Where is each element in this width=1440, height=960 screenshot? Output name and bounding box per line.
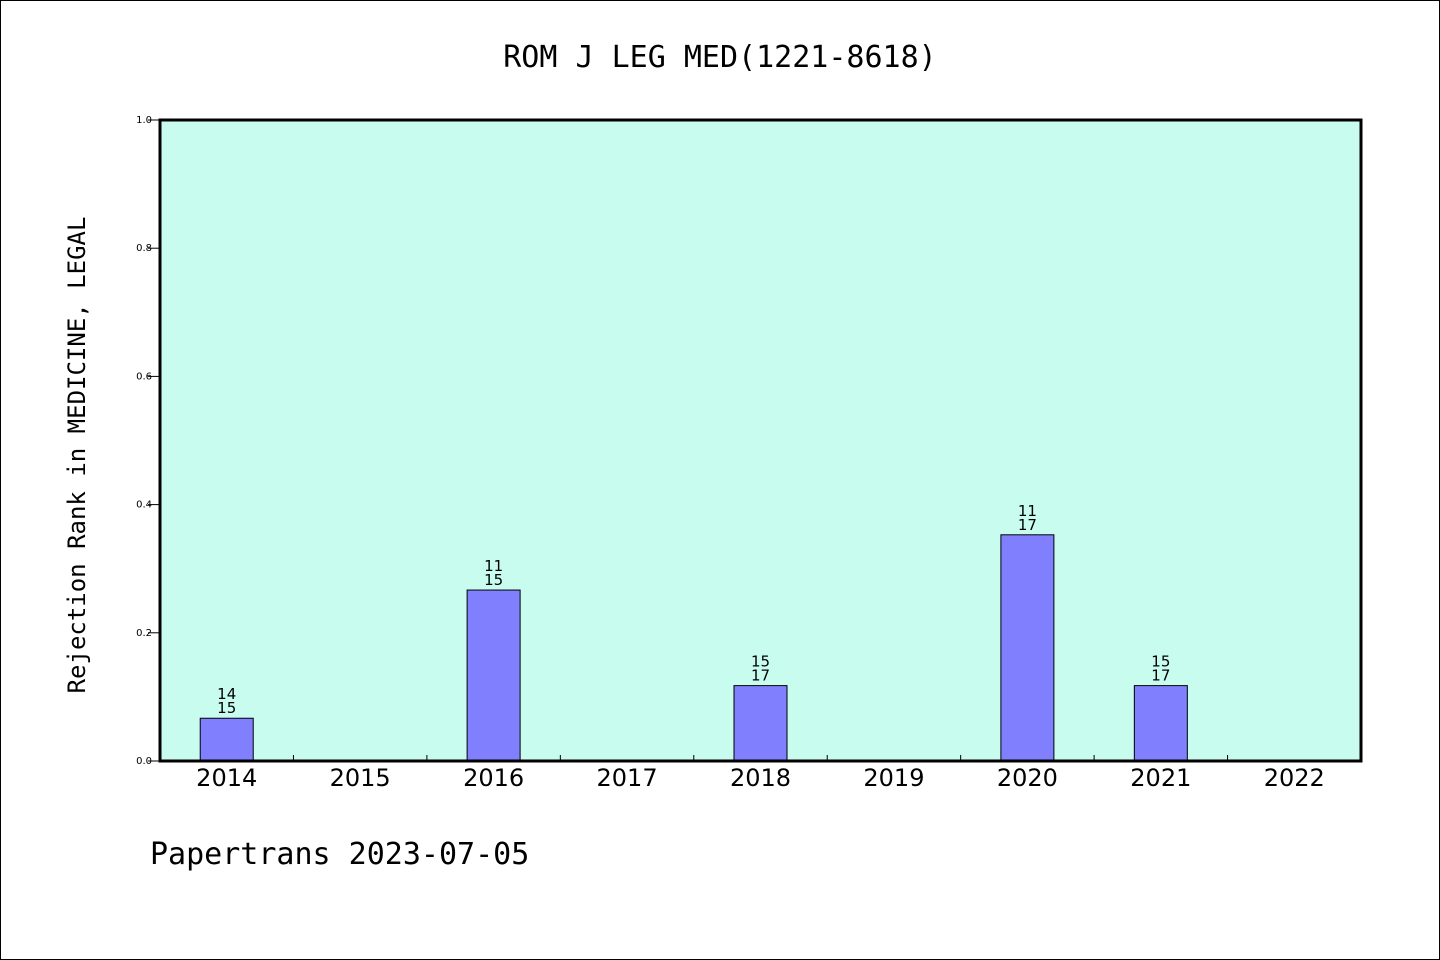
bar-data-label: 17 — [751, 667, 770, 685]
x-tick-label: 2022 — [1264, 764, 1325, 792]
bar-data-label: 17 — [1151, 667, 1170, 685]
bar-data-label: 15 — [1151, 653, 1170, 671]
y-tick-label: 0.8 — [136, 243, 152, 254]
x-tick-label: 2021 — [1130, 764, 1191, 792]
bar-data-label: 15 — [484, 571, 503, 589]
y-tick-label: 0.6 — [136, 371, 152, 382]
bar — [1133, 685, 1188, 762]
bar — [466, 589, 521, 762]
bar-data-label: 11 — [1018, 502, 1037, 520]
bar-data-label: 14 — [217, 685, 236, 703]
y-tick-label: 0.0 — [136, 756, 152, 767]
bar-data-label: 11 — [484, 557, 503, 575]
chart-title: ROM J LEG MED(1221-8618) — [503, 40, 936, 75]
bar-data-label: 17 — [1018, 516, 1037, 534]
bar — [1000, 534, 1055, 762]
plot-area — [160, 120, 1361, 761]
x-tick-label: 2019 — [863, 764, 924, 792]
chart-marks: 0.0 0.2 0.4 0.6 0.8 1.0 2014 2015 2016 2017 2018 20… — [136, 115, 1325, 792]
y-axis-label: Rejection Rank in MEDICINE, LEGAL — [63, 217, 91, 694]
footer-credit: Papertrans 2023-07-05 — [150, 837, 529, 872]
y-tick-label: 0.4 — [136, 500, 152, 511]
y-tick-label: 0.2 — [136, 628, 152, 639]
plot-border — [158, 118, 1363, 763]
x-tick-label: 2020 — [997, 764, 1058, 792]
bar — [199, 717, 254, 762]
bar-data-label: 15 — [217, 699, 236, 717]
x-tick-label: 2016 — [463, 764, 524, 792]
y-tick-label: 1.0 — [136, 115, 152, 126]
x-tick-label: 2017 — [597, 764, 658, 792]
bar — [733, 685, 788, 762]
x-tick-label: 2018 — [730, 764, 791, 792]
x-tick-label: 2015 — [330, 764, 391, 792]
x-tick-label: 2014 — [196, 764, 257, 792]
bar-data-label: 15 — [751, 653, 770, 671]
